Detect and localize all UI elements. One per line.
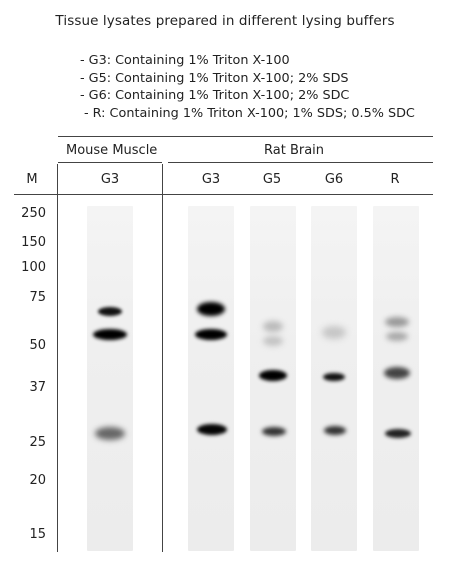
group-label-rat-brain: Rat Brain xyxy=(264,143,325,158)
blot-lane-rat-g5 xyxy=(250,206,296,551)
band xyxy=(263,336,283,346)
mw-marker-37: 37 xyxy=(29,380,46,395)
band xyxy=(98,307,122,316)
lane-label-mouse-g3: G3 xyxy=(100,172,120,187)
lane-label-rat-g5: G5 xyxy=(262,172,282,187)
mw-marker-20: 20 xyxy=(29,473,46,488)
band xyxy=(263,321,283,332)
blot-lane-rat-g3 xyxy=(188,206,234,551)
band xyxy=(195,329,227,340)
band xyxy=(95,427,125,440)
lane-label-rat-g6: G6 xyxy=(324,172,344,187)
figure-title: Tissue lysates prepared in different lys… xyxy=(55,13,395,29)
band xyxy=(197,424,227,435)
group-label-mouse-muscle: Mouse Muscle xyxy=(66,143,158,158)
band xyxy=(322,326,346,339)
mw-marker-250: 250 xyxy=(21,206,46,221)
mw-marker-25: 25 xyxy=(29,435,46,450)
band xyxy=(197,302,225,316)
legend-item-r: - R: Containing 1% Triton X-100; 1% SDS;… xyxy=(84,105,415,121)
mw-marker-150: 150 xyxy=(21,235,46,250)
legend-item-g5: - G5: Containing 1% Triton X-100; 2% SDS xyxy=(80,70,349,86)
band xyxy=(384,367,410,379)
mw-marker-50: 50 xyxy=(29,338,46,353)
header-top-rule xyxy=(58,136,433,137)
band xyxy=(386,332,408,341)
mw-marker-75: 75 xyxy=(29,290,46,305)
band xyxy=(385,429,411,438)
group-rule-rat xyxy=(168,162,433,163)
lane-label-rat-g3: G3 xyxy=(201,172,221,187)
marker-header: M xyxy=(26,172,38,187)
group-rule-mouse xyxy=(58,162,162,163)
buffer-legend: - G3: Containing 1% Triton X-100 - G5: C… xyxy=(80,52,415,122)
band xyxy=(262,427,286,436)
blot-lane-rat-r xyxy=(373,206,419,551)
band xyxy=(93,329,127,340)
blot-lane-mouse-g3 xyxy=(87,206,133,551)
marker-column-divider xyxy=(57,164,58,552)
lane-header-rule xyxy=(14,194,433,195)
lane-label-rat-r: R xyxy=(390,172,400,187)
mw-marker-100: 100 xyxy=(21,260,46,275)
legend-item-g3: - G3: Containing 1% Triton X-100 xyxy=(80,53,290,68)
band xyxy=(323,373,345,381)
mw-marker-15: 15 xyxy=(29,527,46,542)
band xyxy=(259,370,287,381)
tissue-group-divider xyxy=(162,164,163,552)
legend-item-g6: - G6: Containing 1% Triton X-100; 2% SDC xyxy=(80,88,350,103)
blot-lane-rat-g6 xyxy=(311,206,357,551)
band xyxy=(324,426,346,435)
band xyxy=(385,317,409,327)
